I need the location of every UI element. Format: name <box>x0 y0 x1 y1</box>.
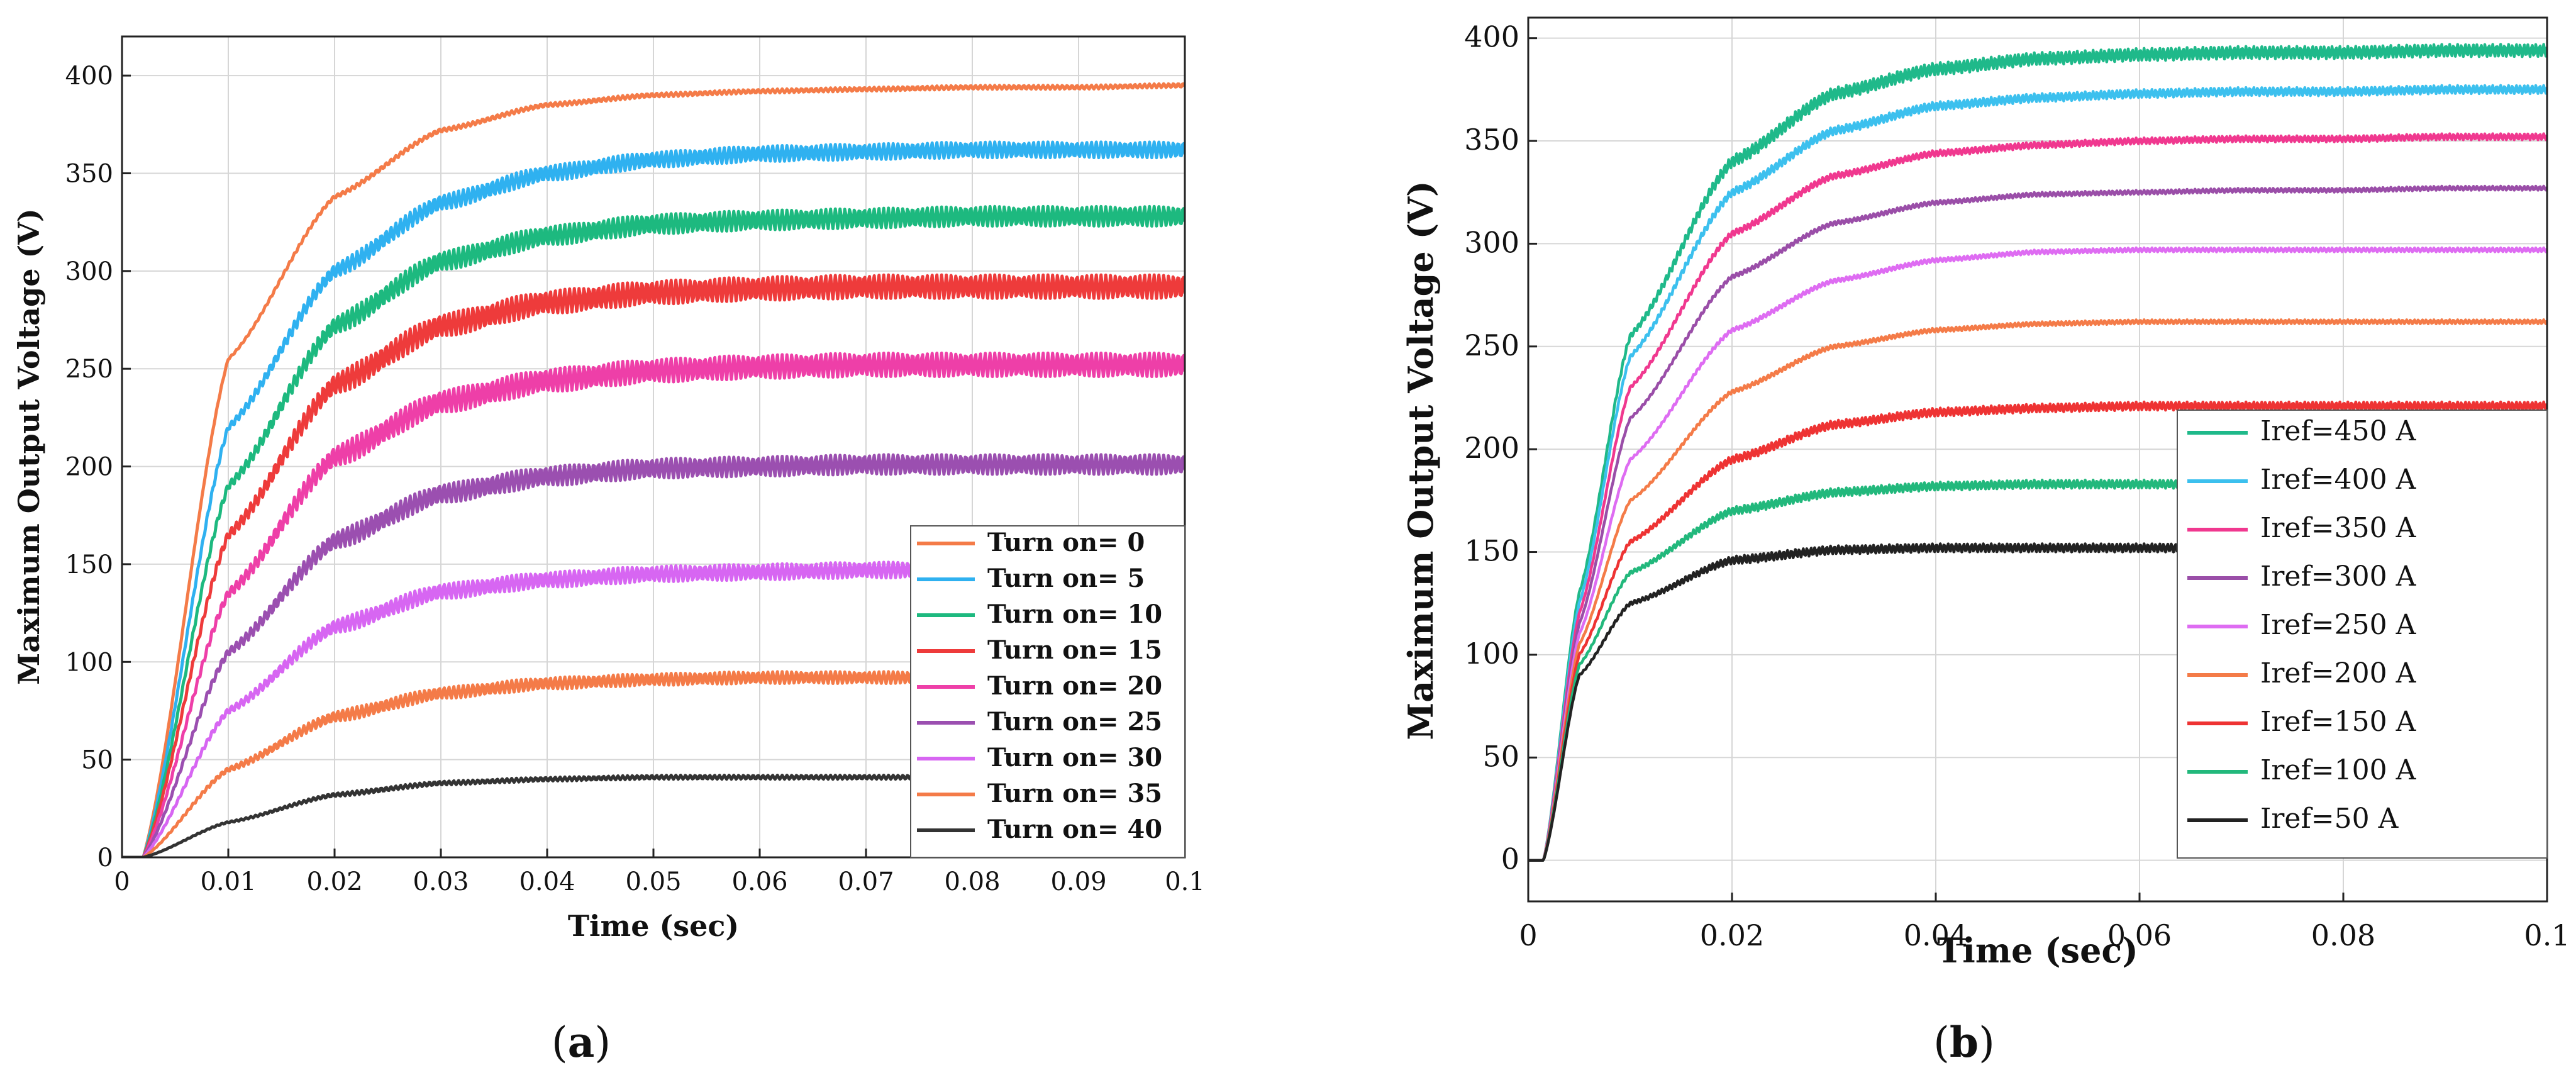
series-line <box>122 140 1185 857</box>
legend-label: Turn on= 10 <box>987 599 1162 629</box>
x-tick-label: 0.07 <box>838 867 894 896</box>
legend-label: Turn on= 25 <box>987 707 1162 737</box>
y-tick-label: 250 <box>1464 328 1519 362</box>
caption-a-label: a <box>568 1018 595 1067</box>
x-tick-label: 0.09 <box>1050 867 1106 896</box>
x-tick-label: 0 <box>1519 918 1537 952</box>
x-tick-label: 0.03 <box>413 867 469 896</box>
x-tick-label: 0.05 <box>625 867 681 896</box>
x-tick-label: 0.01 <box>200 867 256 896</box>
y-tick-label: 0 <box>97 844 113 872</box>
series-lines-b <box>1528 43 2547 862</box>
chart-panel-a: 0 50 100 150 200 250 300 350 400 0 0.01 0.02 0.03 0.… <box>12 35 1205 943</box>
x-tick-label: 0.1 <box>2524 918 2570 952</box>
series-line <box>122 204 1185 857</box>
caption-b-label: b <box>1950 1018 1979 1067</box>
y-tick-label: 150 <box>65 550 113 579</box>
legend-label: Iref=100 A <box>2260 754 2417 786</box>
series-line <box>122 273 1185 857</box>
x-axis-title-b: Time (sec) <box>1937 930 2138 971</box>
legend-items-b: Iref=450 A Iref=400 A Iref=350 A Iref=300 A… <box>2187 415 2417 835</box>
caption-b: (b) <box>1933 1018 1995 1067</box>
y-tick-label: 400 <box>1464 20 1519 54</box>
x-tick-label: 0.06 <box>2107 918 2172 952</box>
y-tick-label: 250 <box>65 355 113 384</box>
y-tick-label: 150 <box>1464 534 1519 568</box>
legend-items-a: Turn on= 0 Turn on= 5 Turn on= 10 Turn on= … <box>917 528 1162 844</box>
y-tick-label: 300 <box>65 257 113 286</box>
legend-label: Iref=300 A <box>2260 560 2417 593</box>
y-tick-label: 200 <box>1464 431 1519 465</box>
legend-label: Turn on= 30 <box>987 743 1162 772</box>
y-tick-label: 350 <box>1464 123 1519 157</box>
legend-label: Iref=250 A <box>2260 609 2417 641</box>
legend-label: Turn on= 0 <box>987 528 1145 557</box>
x-tick-label: 0.06 <box>731 867 787 896</box>
legend-box-b <box>2177 409 2548 859</box>
y-tick-labels-a: 0 50 100 150 200 250 300 350 400 <box>65 62 131 872</box>
x-tick-label: 0.04 <box>1904 918 1968 952</box>
series-line <box>1528 132 2547 862</box>
y-tick-label: 50 <box>1482 739 1519 773</box>
svg-text:(b): (b) <box>1933 1018 1995 1067</box>
y-axis-title-a: Maximum Output Voltage (V) <box>12 208 46 684</box>
legend-label: Iref=200 A <box>2260 657 2417 689</box>
legend-a: Turn on= 0 Turn on= 5 Turn on= 10 Turn on= … <box>910 525 1185 858</box>
legend-label: Iref=50 A <box>2260 803 2399 835</box>
series-line <box>122 82 1185 857</box>
legend-label: Turn on= 5 <box>987 564 1145 593</box>
x-tick-label: 0 <box>114 867 130 896</box>
series-line <box>1528 84 2547 862</box>
y-tick-label: 100 <box>1464 637 1519 671</box>
legend-label: Turn on= 20 <box>987 671 1162 701</box>
series-line <box>122 351 1185 857</box>
y-tick-label: 300 <box>1464 225 1519 259</box>
legend-label: Iref=450 A <box>2260 415 2417 447</box>
series-line <box>1528 184 2547 862</box>
x-tick-label: 0.04 <box>519 867 575 896</box>
x-tick-label: 0.08 <box>944 867 1000 896</box>
legend-label: Turn on= 35 <box>987 779 1162 808</box>
x-tick-label: 0.1 <box>1165 867 1205 896</box>
x-tick-label: 0.08 <box>2311 918 2375 952</box>
legend-label: Turn on= 40 <box>987 815 1162 844</box>
legend-label: Iref=150 A <box>2260 706 2417 738</box>
series-line <box>122 453 1185 857</box>
legend-label: Turn on= 15 <box>987 635 1162 665</box>
y-tick-label: 50 <box>81 746 113 775</box>
x-tick-labels-a: 0 0.01 0.02 0.03 0.04 0.05 0.06 0.07 0.08 0.09 0.1 <box>114 849 1205 896</box>
y-tick-label: 0 <box>1501 842 1519 876</box>
series-line <box>1528 43 2547 862</box>
y-tick-label: 350 <box>65 160 113 189</box>
chart-panel-b: 0 50 100 150 200 250 300 350 400 0 0.02 0.04 0.06 0.… <box>1401 16 2570 971</box>
y-axis-title-b: Maximum Output Voltage (V) <box>1401 181 1441 740</box>
x-tick-labels-b: 0 0.02 0.04 0.06 0.08 0.1 <box>1519 893 2570 952</box>
series-line <box>1528 246 2547 862</box>
legend-label: Iref=400 A <box>2260 464 2417 496</box>
svg-text:(a): (a) <box>552 1018 611 1067</box>
x-axis-title-a: Time (sec) <box>568 909 739 943</box>
series-line <box>1528 318 2547 862</box>
x-tick-label: 0.02 <box>306 867 362 896</box>
legend-label: Iref=350 A <box>2260 512 2417 544</box>
y-tick-label: 400 <box>65 62 113 91</box>
y-tick-label: 100 <box>65 648 113 677</box>
y-tick-label: 200 <box>65 453 113 482</box>
x-tick-label: 0.02 <box>1700 918 1764 952</box>
legend-b: Iref=450 A Iref=400 A Iref=350 A Iref=300 A… <box>2177 409 2548 859</box>
caption-a: (a) <box>552 1018 611 1067</box>
y-tick-labels-b: 0 50 100 150 200 250 300 350 400 <box>1464 20 1537 876</box>
